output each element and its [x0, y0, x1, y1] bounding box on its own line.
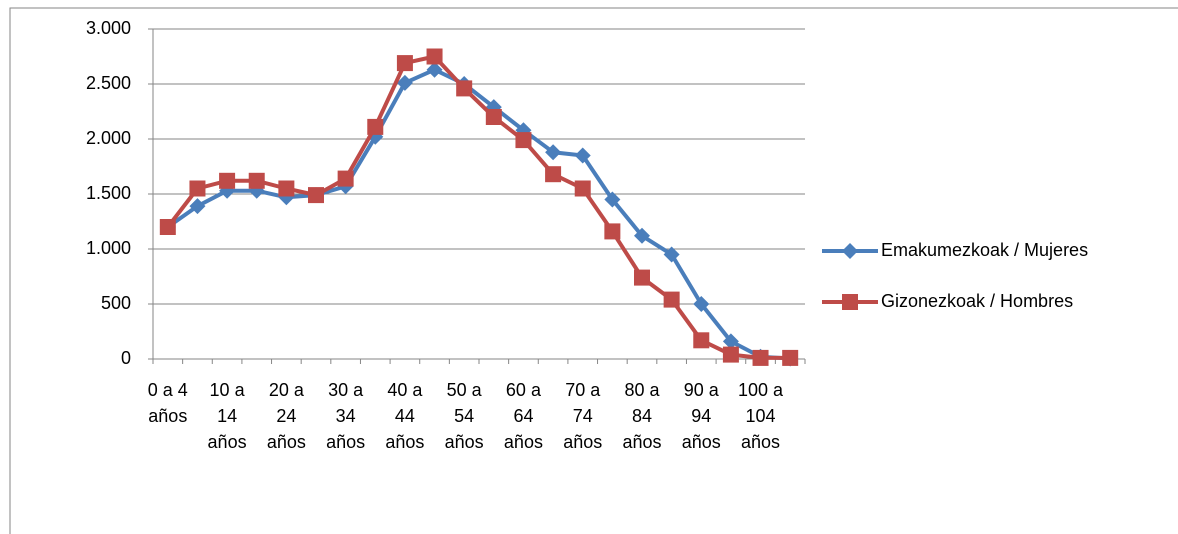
x-tick-label: 60 a 64 años: [503, 380, 543, 452]
marker: [604, 223, 621, 240]
x-tick-label-box: 60 a 64 años: [503, 380, 543, 452]
x-tick-label: 0 a 4 años: [147, 380, 188, 426]
marker: [515, 132, 532, 149]
y-tick-label: 2.500: [86, 73, 131, 93]
series-line: [166, 54, 791, 360]
y-tick-label: 2.000: [86, 128, 131, 148]
y-tick-label: 1.500: [86, 183, 131, 203]
x-tick-label-box: 100 a 104 años: [738, 380, 784, 452]
marker: [426, 61, 443, 78]
marker: [722, 346, 739, 363]
marker: [574, 147, 591, 164]
marker: [248, 172, 265, 189]
x-tick-label-box: 40 a 44 años: [385, 380, 425, 452]
y-tick-label: 0: [121, 348, 131, 368]
marker: [219, 172, 236, 189]
marker: [752, 349, 769, 366]
marker: [545, 166, 562, 183]
x-tick-label: 90 a 94 años: [681, 380, 721, 452]
marker: [189, 198, 206, 215]
x-tick-label: 50 a 54 años: [444, 380, 484, 452]
y-tick-label: 1.000: [86, 238, 131, 258]
marker: [396, 55, 413, 72]
marker: [693, 296, 710, 312]
marker: [308, 187, 324, 204]
marker: [634, 269, 650, 286]
marker: [485, 109, 502, 125]
x-tick-label-box: 30 a 34 años: [326, 380, 366, 452]
marker: [782, 349, 799, 366]
x-tick-label-box: 70 a 74 años: [563, 380, 603, 452]
chart-frame: [9, 7, 1178, 534]
marker: [693, 332, 710, 349]
marker: [722, 333, 739, 350]
x-tick-label: 100 a 104 años: [738, 380, 784, 452]
legend-label: Emakumezkoak / Mujeres: [881, 240, 1088, 260]
x-tick-label: 70 a 74 años: [563, 380, 603, 452]
marker: [574, 180, 591, 197]
marker: [634, 227, 650, 244]
marker: [278, 180, 295, 197]
marker: [337, 170, 354, 187]
x-tick-label-box: 0 a 4 años: [147, 380, 188, 426]
marker: [426, 48, 443, 65]
legend-label: Gizonezkoak / Hombres: [881, 291, 1073, 311]
x-tick-label-box: 80 a 84 años: [622, 380, 662, 452]
x-tick-label: 20 a 24 años: [266, 380, 306, 452]
marker: [456, 80, 473, 97]
marker: [604, 191, 621, 208]
x-tick-label: 30 a 34 años: [326, 380, 366, 452]
x-tick-label: 10 a 14 años: [207, 380, 247, 452]
x-tick-label-box: 20 a 24 años: [266, 380, 306, 452]
x-tick-label: 40 a 44 años: [385, 380, 425, 452]
x-tick-label-box: 10 a 14 años: [207, 380, 247, 452]
series-line: [166, 67, 791, 361]
y-tick-label: 500: [101, 293, 131, 313]
x-tick-label-box: 90 a 94 años: [681, 380, 721, 452]
marker: [396, 74, 413, 91]
marker: [159, 219, 176, 235]
y-tick-label: 3.000: [86, 18, 131, 38]
marker: [842, 294, 858, 310]
marker: [367, 118, 384, 135]
marker: [842, 243, 858, 259]
x-tick-label: 80 a 84 años: [622, 380, 662, 452]
marker: [663, 291, 680, 308]
x-tick-label-box: 50 a 54 años: [444, 380, 484, 452]
marker: [663, 246, 680, 263]
marker: [189, 180, 206, 197]
marker: [545, 144, 562, 161]
